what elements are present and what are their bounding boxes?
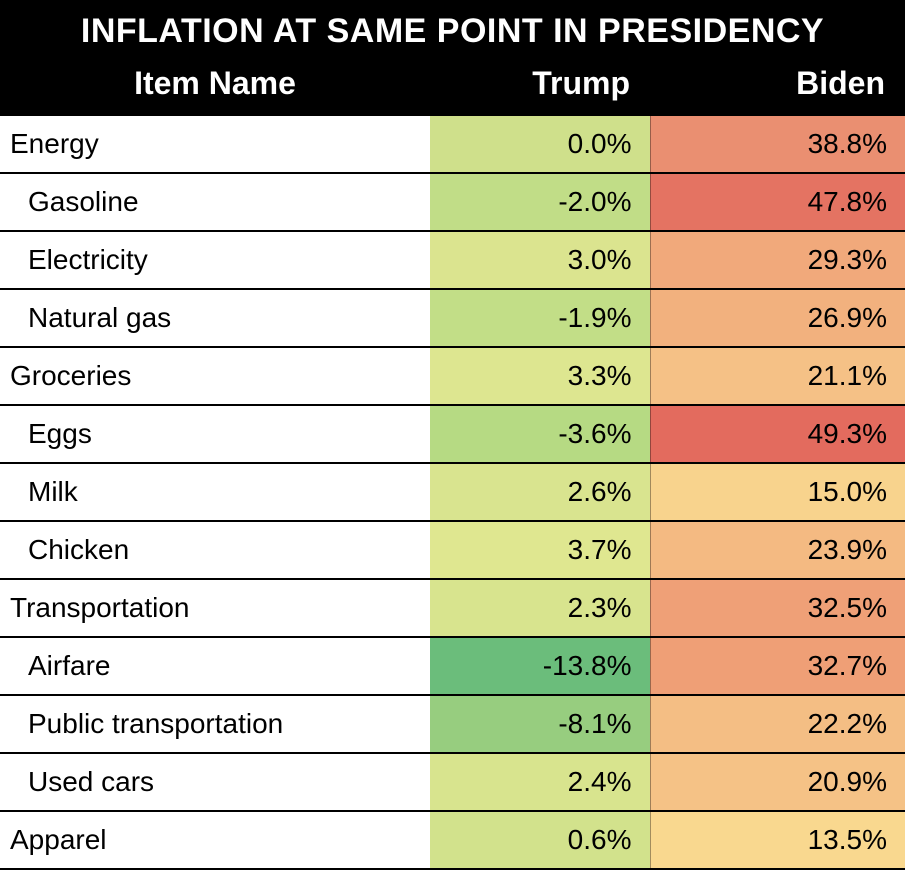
value-trump: -13.8%	[430, 637, 650, 695]
value-biden: 32.5%	[650, 579, 905, 637]
item-name: Milk	[0, 463, 430, 521]
table-row: Energy0.0%38.8%	[0, 115, 905, 173]
table-row: Eggs-3.6%49.3%	[0, 405, 905, 463]
data-table: Energy0.0%38.8%Gasoline-2.0%47.8%Electri…	[0, 114, 905, 870]
value-biden: 29.3%	[650, 231, 905, 289]
value-trump: -8.1%	[430, 695, 650, 753]
value-trump: 2.4%	[430, 753, 650, 811]
table-row: Used cars2.4%20.9%	[0, 753, 905, 811]
value-trump: 0.0%	[430, 115, 650, 173]
item-name: Eggs	[0, 405, 430, 463]
item-name: Used cars	[0, 753, 430, 811]
column-headers: Item Name Trump Biden	[0, 61, 905, 106]
table-row: Groceries3.3%21.1%	[0, 347, 905, 405]
value-biden: 15.0%	[650, 463, 905, 521]
table-title: INFLATION AT SAME POINT IN PRESIDENCY	[0, 12, 905, 51]
value-trump: 3.0%	[430, 231, 650, 289]
col-header-biden: Biden	[650, 61, 905, 106]
value-biden: 23.9%	[650, 521, 905, 579]
item-name: Groceries	[0, 347, 430, 405]
item-name: Public transportation	[0, 695, 430, 753]
value-biden: 26.9%	[650, 289, 905, 347]
table-row: Milk2.6%15.0%	[0, 463, 905, 521]
value-trump: -3.6%	[430, 405, 650, 463]
value-trump: -2.0%	[430, 173, 650, 231]
col-header-name: Item Name	[0, 61, 430, 106]
item-name: Chicken	[0, 521, 430, 579]
table-row: Public transportation-8.1%22.2%	[0, 695, 905, 753]
inflation-table: INFLATION AT SAME POINT IN PRESIDENCY It…	[0, 0, 905, 880]
table-row: Transportation2.3%32.5%	[0, 579, 905, 637]
value-trump: -1.9%	[430, 289, 650, 347]
value-biden: 49.3%	[650, 405, 905, 463]
table-row: Apparel0.6%13.5%	[0, 811, 905, 869]
col-header-trump: Trump	[430, 61, 650, 106]
table-header: INFLATION AT SAME POINT IN PRESIDENCY It…	[0, 0, 905, 114]
value-biden: 47.8%	[650, 173, 905, 231]
value-trump: 3.3%	[430, 347, 650, 405]
table-row: Chicken3.7%23.9%	[0, 521, 905, 579]
item-name: Energy	[0, 115, 430, 173]
table-row: Natural gas-1.9%26.9%	[0, 289, 905, 347]
value-biden: 21.1%	[650, 347, 905, 405]
value-biden: 22.2%	[650, 695, 905, 753]
value-biden: 20.9%	[650, 753, 905, 811]
item-name: Apparel	[0, 811, 430, 869]
value-trump: 2.6%	[430, 463, 650, 521]
item-name: Transportation	[0, 579, 430, 637]
value-biden: 13.5%	[650, 811, 905, 869]
value-trump: 0.6%	[430, 811, 650, 869]
value-trump: 3.7%	[430, 521, 650, 579]
item-name: Airfare	[0, 637, 430, 695]
value-biden: 32.7%	[650, 637, 905, 695]
item-name: Natural gas	[0, 289, 430, 347]
value-biden: 38.8%	[650, 115, 905, 173]
item-name: Electricity	[0, 231, 430, 289]
value-trump: 2.3%	[430, 579, 650, 637]
table-row: Airfare-13.8%32.7%	[0, 637, 905, 695]
item-name: Gasoline	[0, 173, 430, 231]
table-row: Electricity3.0%29.3%	[0, 231, 905, 289]
table-row: Gasoline-2.0%47.8%	[0, 173, 905, 231]
